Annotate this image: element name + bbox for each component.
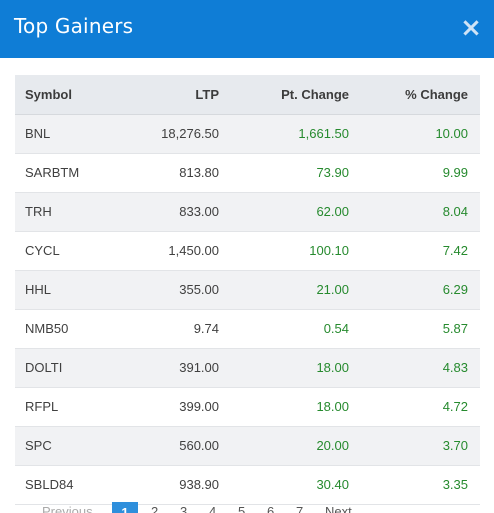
cell-ltp: 399.00: [112, 387, 219, 427]
table-row: TRH 833.00 62.00 8.04: [15, 192, 480, 232]
table-row: NMB50 9.74 0.54 5.87: [15, 309, 480, 349]
cell-symbol[interactable]: HHL: [15, 270, 112, 310]
cell-ltp: 18,276.50: [112, 114, 219, 154]
cell-pt-change: 20.00: [219, 426, 349, 466]
pagination-next[interactable]: Next: [325, 504, 352, 513]
pagination-page-1[interactable]: 1: [112, 502, 138, 513]
gainers-table: Symbol LTP Pt. Change % Change BNL 18,27…: [15, 75, 480, 505]
column-header-symbol[interactable]: Symbol: [15, 75, 112, 115]
cell-ltp: 9.74: [112, 309, 219, 349]
pagination-page-7[interactable]: 7: [296, 504, 304, 513]
table-header-row: Symbol LTP Pt. Change % Change: [15, 75, 480, 115]
cell-pt-change: 73.90: [219, 153, 349, 193]
table-row: SARBTM 813.80 73.90 9.99: [15, 153, 480, 193]
cell-pt-change: 21.00: [219, 270, 349, 310]
cell-pct-change: 3.70: [349, 426, 480, 466]
cell-symbol[interactable]: TRH: [15, 192, 112, 232]
table-row: DOLTI 391.00 18.00 4.83: [15, 348, 480, 388]
cell-pct-change: 4.72: [349, 387, 480, 427]
cell-pt-change: 62.00: [219, 192, 349, 232]
pagination: Previous 1 2 3 4 5 6 7 Next: [40, 502, 370, 513]
cell-symbol[interactable]: BNL: [15, 114, 112, 154]
cell-pt-change: 0.54: [219, 309, 349, 349]
cell-pt-change: 18.00: [219, 387, 349, 427]
table-row: HHL 355.00 21.00 6.29: [15, 270, 480, 310]
cell-pct-change: 9.99: [349, 153, 480, 193]
table-row: CYCL 1,450.00 100.10 7.42: [15, 231, 480, 271]
pagination-previous[interactable]: Previous: [42, 504, 93, 513]
cell-ltp: 833.00: [112, 192, 219, 232]
cell-pct-change: 8.04: [349, 192, 480, 232]
pagination-page-6[interactable]: 6: [267, 504, 275, 513]
pagination-page-2[interactable]: 2: [151, 504, 159, 513]
cell-pt-change: 18.00: [219, 348, 349, 388]
column-header-pct-change[interactable]: % Change: [349, 75, 480, 115]
cell-pct-change: 3.35: [349, 465, 480, 505]
modal-title: Top Gainers: [14, 14, 134, 38]
pagination-page-3[interactable]: 3: [180, 504, 188, 513]
close-icon[interactable]: ×: [460, 13, 482, 43]
table-row: BNL 18,276.50 1,661.50 10.00: [15, 114, 480, 154]
cell-pt-change: 30.40: [219, 465, 349, 505]
cell-pt-change: 1,661.50: [219, 114, 349, 154]
cell-ltp: 355.00: [112, 270, 219, 310]
cell-pct-change: 6.29: [349, 270, 480, 310]
table-row: RFPL 399.00 18.00 4.72: [15, 387, 480, 427]
cell-symbol[interactable]: NMB50: [15, 309, 112, 349]
cell-symbol[interactable]: SBLD84: [15, 465, 112, 505]
gainers-table-container: Symbol LTP Pt. Change % Change BNL 18,27…: [15, 75, 480, 505]
pagination-page-4[interactable]: 4: [209, 504, 217, 513]
cell-pct-change: 4.83: [349, 348, 480, 388]
cell-pct-change: 5.87: [349, 309, 480, 349]
table-row: SPC 560.00 20.00 3.70: [15, 426, 480, 466]
cell-pct-change: 10.00: [349, 114, 480, 154]
cell-ltp: 560.00: [112, 426, 219, 466]
cell-symbol[interactable]: SARBTM: [15, 153, 112, 193]
cell-symbol[interactable]: DOLTI: [15, 348, 112, 388]
cell-pt-change: 100.10: [219, 231, 349, 271]
table-row: SBLD84 938.90 30.40 3.35: [15, 465, 480, 505]
cell-ltp: 813.80: [112, 153, 219, 193]
cell-ltp: 938.90: [112, 465, 219, 505]
column-header-pt-change[interactable]: Pt. Change: [219, 75, 349, 115]
column-header-ltp[interactable]: LTP: [112, 75, 219, 115]
cell-pct-change: 7.42: [349, 231, 480, 271]
pagination-page-5[interactable]: 5: [238, 504, 246, 513]
cell-ltp: 1,450.00: [112, 231, 219, 271]
cell-symbol[interactable]: SPC: [15, 426, 112, 466]
modal-header: Top Gainers ×: [0, 0, 494, 58]
cell-symbol[interactable]: CYCL: [15, 231, 112, 271]
cell-symbol[interactable]: RFPL: [15, 387, 112, 427]
cell-ltp: 391.00: [112, 348, 219, 388]
